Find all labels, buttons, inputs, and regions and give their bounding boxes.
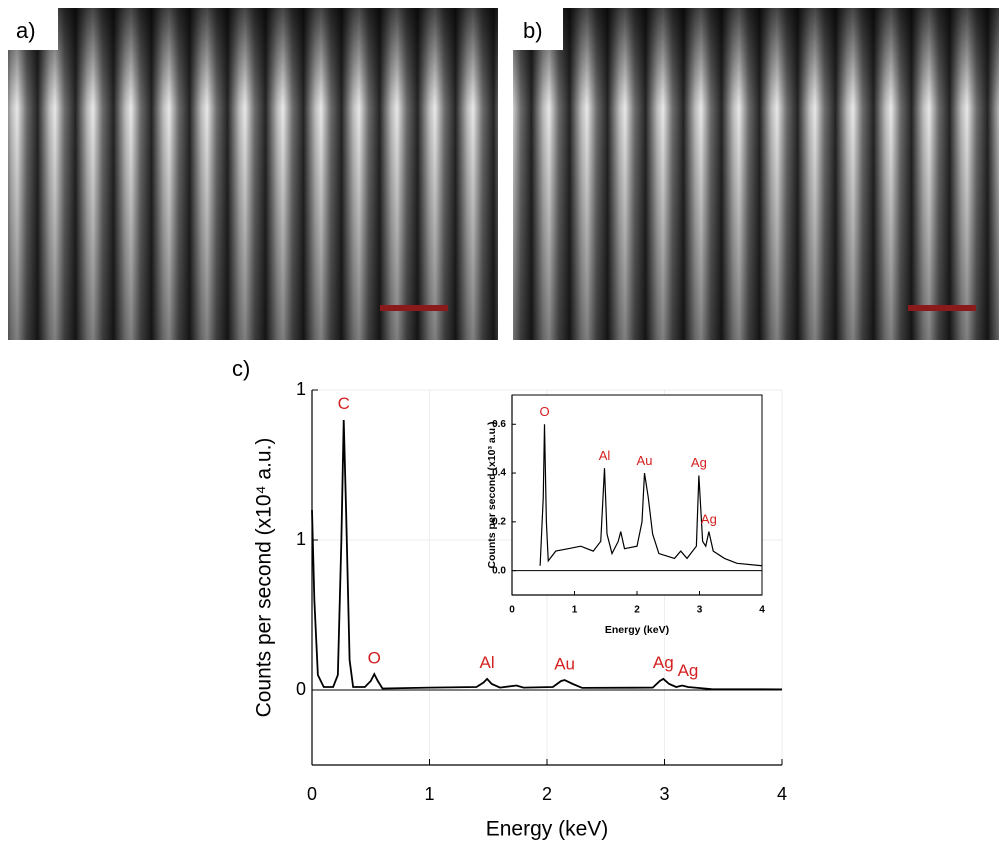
y-tick-label: 0: [296, 679, 306, 699]
chart: 0 1 2 3 4 0.0 0.2 0.4 0.6 O Al Au Ag Ag Energy (keV) Co…: [486, 394, 765, 636]
peak-label: Al: [599, 448, 611, 463]
y-axis-label: Counts per second (x10³ a.u.): [486, 421, 498, 568]
x-tick-label: 4: [777, 784, 787, 804]
y-tick-label: 0.4: [492, 468, 506, 479]
peak-label: Ag: [678, 661, 699, 680]
scale-bar: [908, 305, 976, 311]
peak-label: Au: [637, 453, 653, 468]
x-tick-label: 3: [659, 784, 669, 804]
x-tick-label: 1: [424, 784, 434, 804]
x-tick-label: 0: [509, 605, 515, 616]
peak-label: Al: [480, 653, 495, 672]
y-tick-label: 1: [296, 379, 306, 399]
y-tick-label: 1: [296, 529, 306, 549]
spectrum-line: [539, 424, 763, 567]
panel-label: c): [232, 356, 250, 381]
peak-label: O: [539, 404, 549, 419]
y-tick-label: 0.2: [492, 516, 506, 527]
sem-image-a: a): [8, 8, 498, 340]
inset-frame: [511, 394, 763, 596]
scale-bar: [380, 305, 448, 311]
peak-label: Ag: [701, 511, 717, 526]
peak-label: Au: [554, 654, 575, 673]
panel-label: a): [16, 18, 36, 43]
peak-label: Ag: [691, 455, 707, 470]
y-tick-label: 0.0: [492, 565, 506, 576]
x-tick-label: 4: [759, 605, 765, 616]
peak-label: C: [338, 394, 350, 413]
x-tick-label: 2: [542, 784, 552, 804]
x-axis-label: Energy (keV): [486, 818, 609, 841]
panel-label: b): [523, 18, 543, 43]
x-tick-label: 1: [572, 605, 578, 616]
x-tick-label: 2: [634, 605, 640, 616]
y-axis-label: Counts per second (x10⁴ a.u.): [253, 438, 276, 718]
spectrum-line: [311, 419, 783, 691]
sem-image-b: b): [513, 8, 999, 340]
y-tick-label: 0.6: [492, 419, 506, 430]
x-axis-label: Energy (keV): [605, 624, 669, 636]
x-tick-label: 0: [307, 784, 317, 804]
x-tick-label: 3: [697, 605, 703, 616]
peak-label: O: [368, 648, 381, 667]
peak-label: Ag: [653, 653, 674, 672]
